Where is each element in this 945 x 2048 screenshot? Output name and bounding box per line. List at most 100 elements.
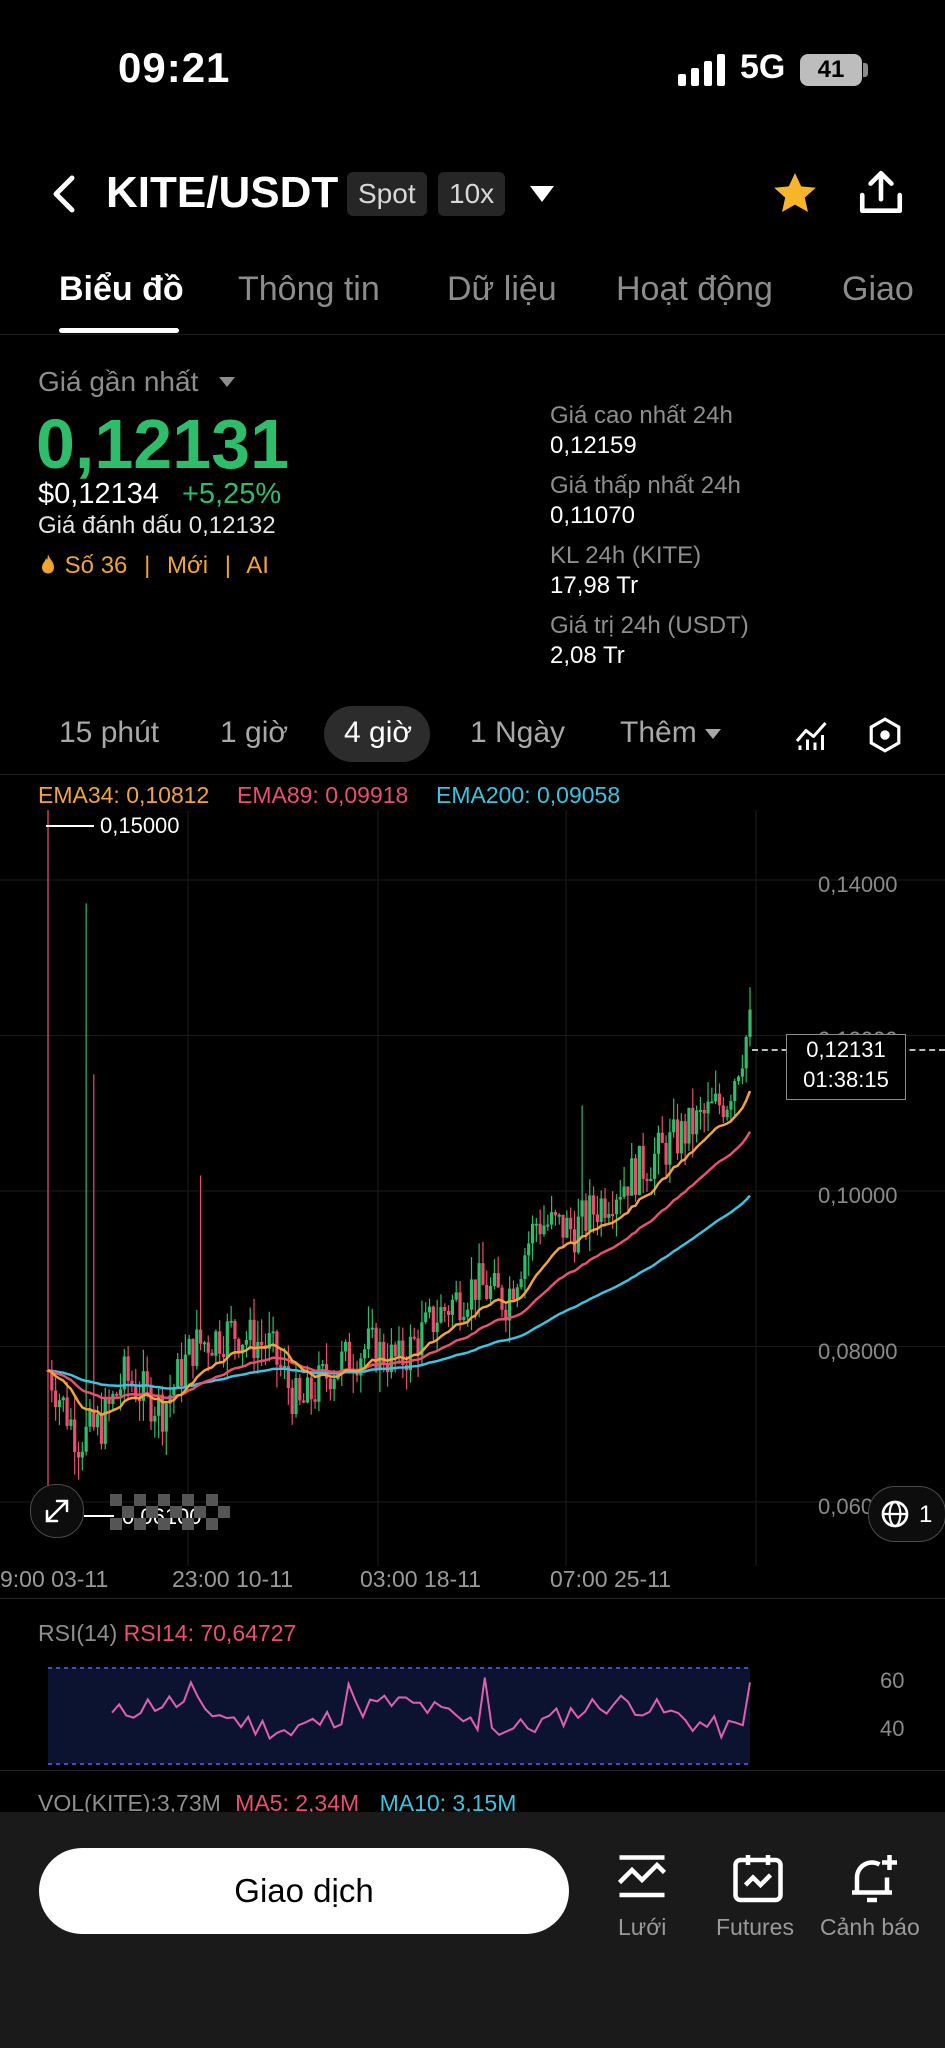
candlestick-chart[interactable] [0,810,945,1566]
candle-body [164,1403,168,1432]
tab-info[interactable]: Thông tin [238,270,380,308]
candle-body [427,1306,432,1313]
candle-body [99,1414,104,1444]
y-tick: 0,14000 [818,872,898,897]
candle-body [702,1109,706,1114]
settings-icon[interactable] [866,716,904,754]
last-price-label[interactable]: Giá gần nhất [38,366,199,397]
tab-data[interactable]: Dữ liệu [447,270,557,308]
caret-down-icon[interactable] [218,376,236,388]
share-icon[interactable] [856,168,906,218]
interval-more[interactable]: Thêm [620,716,697,749]
candle-body [279,1364,283,1368]
x-tick: 07:00 25-11 [550,1566,672,1592]
candle-body [260,1341,264,1346]
candle-body [694,1110,699,1135]
candle-body [660,1132,664,1143]
signal-icon [678,54,725,86]
grid-bot-icon[interactable] [612,1850,672,1910]
candle-body [633,1158,638,1195]
volume-title: VOL(KITE):3,73M [38,1790,221,1816]
candle-body [50,1370,54,1391]
fullscreen-button[interactable] [30,1484,84,1538]
candle-body [374,1327,378,1370]
candle-body [569,1217,573,1230]
indicator-icon[interactable] [794,716,830,754]
candle-body [736,1076,741,1082]
candle-body [73,1419,77,1453]
candle-body [672,1119,676,1133]
value-24h-label: Giá trị 24h (USDT) [550,612,749,639]
candle-body [435,1322,439,1333]
candle-body [565,1217,569,1238]
trade-button[interactable]: Giao dịch [39,1848,569,1934]
interval-1d[interactable]: 1 Ngày [470,716,566,749]
candle-body [176,1359,180,1387]
tab-activity[interactable]: Hoạt động [616,270,773,308]
new-badge[interactable]: Mới [166,552,209,579]
candle-body [359,1358,363,1376]
caret-down-icon[interactable] [704,728,722,740]
current-price-tag[interactable]: 0,12131 01:38:15 [786,1034,906,1100]
last-price: 0,12131 [36,405,290,483]
candle-body [343,1341,348,1352]
y-tick: 0,10000 [818,1183,898,1208]
candle-body [614,1199,619,1215]
rank-badge[interactable]: Số 36 [64,552,128,579]
hot-tags: Số 36 | Mới | AI [38,552,269,580]
star-icon[interactable] [770,170,820,218]
tab-chart[interactable]: Biểu đồ [59,270,184,308]
candle-body [408,1336,413,1371]
candle-body [698,1109,703,1112]
layout-count: 1 [919,1501,933,1528]
candle-body [446,1310,451,1315]
candle-body [717,1093,722,1106]
flame-icon [42,554,54,574]
interval-4h[interactable]: 4 giờ [344,716,413,749]
candle-body [412,1336,416,1339]
pair-title[interactable]: KITE/USDT [106,168,339,217]
candle-body [508,1288,512,1321]
candle-body [401,1340,405,1366]
candle-body [347,1341,352,1372]
candle-body [725,1109,729,1118]
candle-body [107,1398,111,1404]
candle-body [305,1377,310,1403]
rsi-chart[interactable] [0,1652,945,1772]
candle-body [733,1081,737,1102]
interval-1h[interactable]: 1 giờ [220,716,289,749]
candle-body [229,1320,233,1323]
candle-body [355,1373,359,1376]
layout-switch-button[interactable]: 1 [868,1486,945,1542]
candle-body [214,1331,218,1356]
candle-body [92,1409,96,1428]
futures-icon[interactable] [728,1850,788,1910]
divider [0,1770,945,1771]
caret-down-icon[interactable] [528,184,556,204]
ai-badge[interactable]: AI [246,552,269,579]
candle-body [580,1200,584,1217]
candle-body [687,1107,691,1144]
back-icon[interactable] [48,174,78,214]
candle-body [54,1390,58,1407]
watermark-logo [110,1494,230,1530]
alert-label[interactable]: Cảnh báo [820,1914,920,1940]
candle-body [149,1384,153,1422]
candle-body [485,1284,489,1300]
candle-body [382,1341,386,1365]
candle-body [183,1354,187,1386]
candle-body [76,1452,81,1458]
tab-trade[interactable]: Giao [842,270,914,308]
grid-label[interactable]: Lưới [618,1914,667,1940]
value-24h-value: 2,08 Tr [550,642,625,669]
candle-body [195,1329,199,1367]
candle-body [515,1287,519,1300]
interval-15m[interactable]: 15 phút [59,716,160,749]
divider [0,774,945,775]
alert-icon[interactable] [842,1850,902,1910]
candle-body [588,1195,592,1231]
candle-body [160,1394,165,1432]
candle-body [271,1331,275,1334]
candle-body [88,1409,92,1427]
futures-label[interactable]: Futures [716,1914,794,1940]
